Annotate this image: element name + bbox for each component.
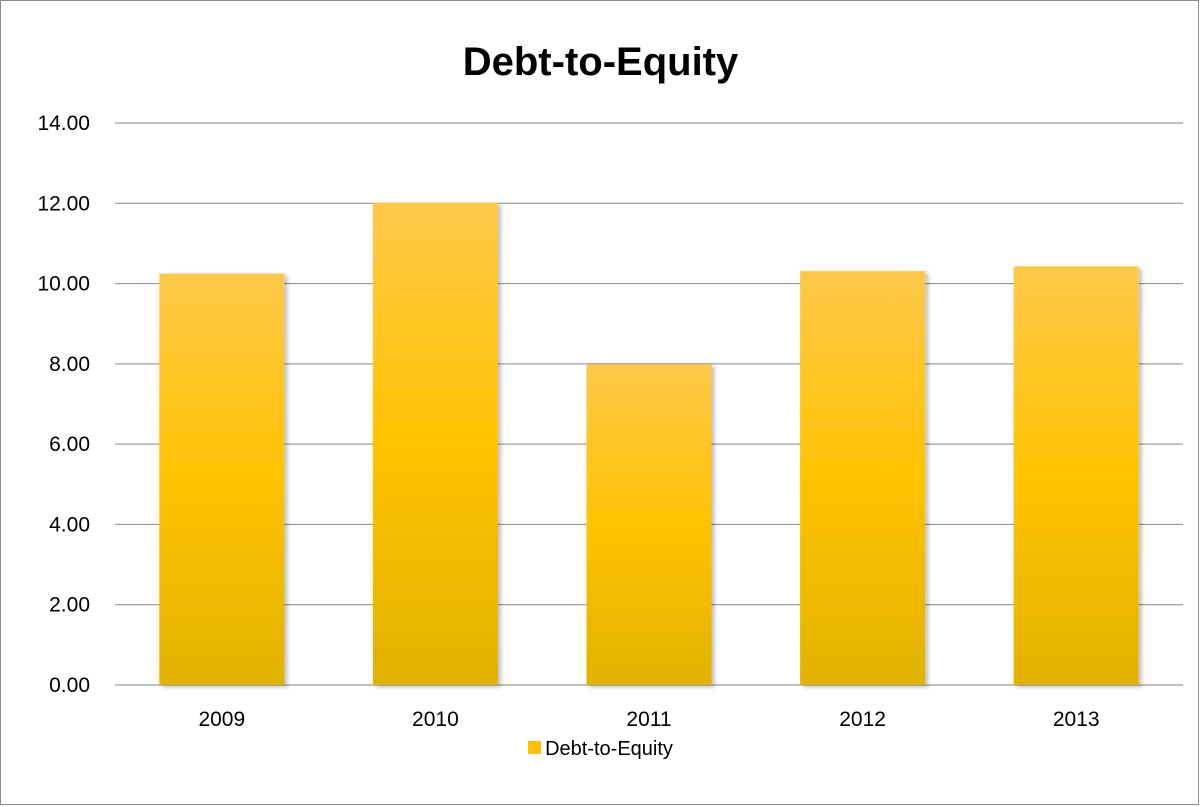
- bar-2012: [800, 271, 926, 685]
- x-axis-tick-labels: 2009 2010 2011 2012 2013: [198, 708, 1099, 731]
- x-tick-label: 2009: [198, 708, 245, 731]
- y-tick-label: 6.00: [49, 433, 90, 456]
- y-tick-label: 8.00: [49, 353, 90, 376]
- y-tick-label: 4.00: [49, 513, 90, 536]
- y-axis-tick-labels: 0.00 2.00 4.00 6.00 8.00 10.00 12.00 14.00: [37, 112, 90, 697]
- y-tick-label: 14.00: [37, 112, 90, 135]
- x-tick-label: 2011: [626, 708, 671, 731]
- bar-2010: [372, 202, 498, 686]
- bar-2009: [159, 273, 285, 685]
- y-tick-label: 2.00: [49, 594, 90, 617]
- legend: Debt-to-Equity: [0, 738, 1201, 761]
- bars: [159, 202, 1139, 686]
- x-tick-label: 2013: [1053, 708, 1100, 731]
- bar-2013: [1013, 266, 1139, 685]
- legend-swatch: [528, 741, 542, 755]
- x-tick-label: 2010: [412, 708, 459, 731]
- y-tick-label: 0.00: [49, 674, 90, 697]
- chart-title: Debt-to-Equity: [462, 40, 739, 84]
- x-tick-label: 2012: [839, 708, 886, 731]
- y-tick-label: 10.00: [37, 273, 90, 296]
- bar-2011: [586, 364, 712, 685]
- y-tick-label: 12.00: [37, 192, 90, 215]
- legend-label: Debt-to-Equity: [545, 738, 673, 760]
